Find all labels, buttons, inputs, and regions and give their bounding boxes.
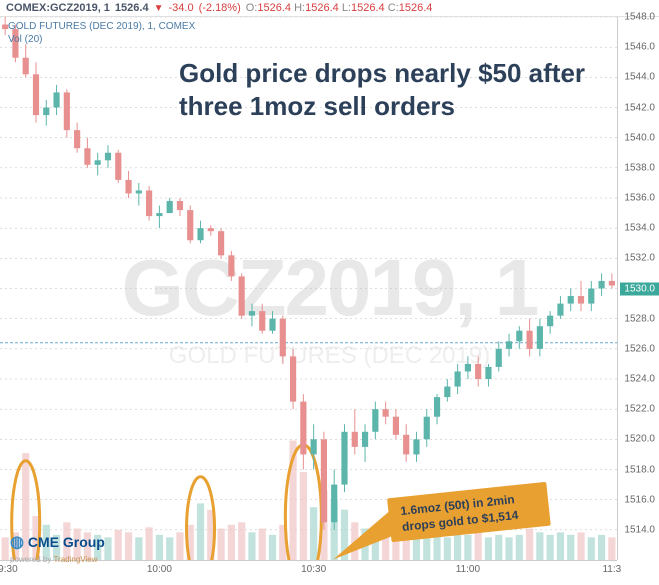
chart-title: GOLD FUTURES (DEC 2019), 1, COMEX	[8, 21, 195, 32]
y-tick-label: 1534.0	[624, 223, 655, 234]
x-tick-label: 11:3	[602, 564, 621, 575]
powered-by: powered by TradingView	[10, 555, 97, 564]
chart-header: COMEX:GCZ2019, 1 1526.4 ▼ -34.0 (-2.18%)…	[0, 0, 659, 17]
x-tick-label: 09:30	[0, 564, 18, 575]
last-price: 1526.4	[115, 2, 149, 14]
headline-annotation: Gold price drops nearly $50 after three …	[179, 57, 599, 122]
change: -34.0	[168, 2, 193, 14]
last-price-tag: 1530.0	[620, 282, 659, 295]
y-tick-label: 1526.0	[624, 343, 655, 354]
ohlc: O:1526.4 H:1526.4 L:1526.4 C:1526.4	[246, 2, 433, 14]
y-tick-label: 1542.0	[624, 102, 655, 113]
globe-icon: ◍	[10, 534, 24, 551]
x-tick-label: 10:30	[301, 564, 326, 575]
y-axis: 1514.0 1516.0 1518.0 1520.0 1522.0 1524.0 1526…	[617, 17, 659, 560]
y-tick-label: 1520.0	[624, 434, 655, 445]
y-tick-label: 1514.0	[624, 524, 655, 535]
volume-label: Vol (20)	[8, 34, 42, 45]
y-tick-label: 1536.0	[624, 193, 655, 204]
x-tick-label: 11:00	[456, 564, 480, 575]
x-tick-label: 10:00	[147, 564, 172, 575]
y-tick-label: 1546.0	[624, 42, 655, 53]
y-tick-label: 1548.0	[624, 12, 655, 23]
y-tick-label: 1522.0	[624, 404, 655, 415]
y-tick-label: 1524.0	[624, 374, 655, 385]
symbol: COMEX:GCZ2019, 1	[6, 2, 110, 14]
cme-logo: ◍ CME Group	[10, 532, 105, 552]
down-arrow-icon: ▼	[154, 3, 164, 14]
change-pct: (-2.18%)	[199, 2, 241, 14]
y-tick-label: 1538.0	[624, 162, 655, 173]
y-tick-label: 1544.0	[624, 72, 655, 83]
y-tick-label: 1528.0	[624, 313, 655, 324]
y-tick-label: 1516.0	[624, 494, 655, 505]
y-tick-label: 1540.0	[624, 132, 655, 143]
y-tick-label: 1518.0	[624, 464, 655, 475]
chart-area[interactable]: GOLD FUTURES (DEC 2019), 1, COMEX Vol (2…	[0, 17, 659, 582]
y-tick-label: 1532.0	[624, 253, 655, 264]
